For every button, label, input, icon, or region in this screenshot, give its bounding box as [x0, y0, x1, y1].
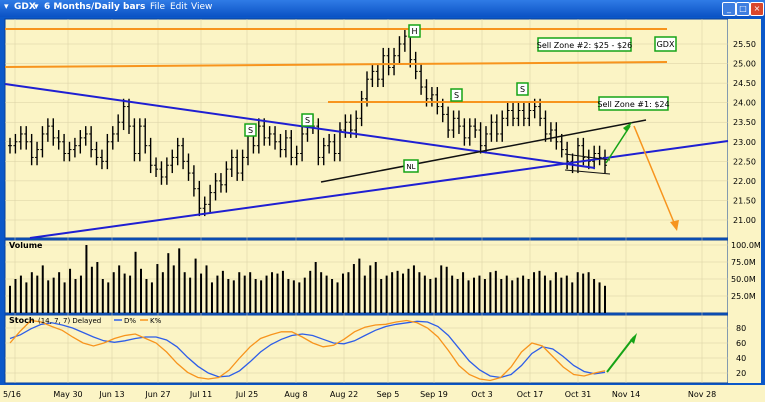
date-tick-label: Oct 31 — [565, 390, 592, 399]
price-tick-label: 23.00 — [733, 138, 756, 147]
svg-text:NL: NL — [406, 163, 415, 171]
green-up-arrow-head — [623, 122, 632, 132]
date-tick-label: Nov 14 — [612, 390, 640, 399]
gdx-chart: H S S S S NL Sell Zone #2: $25 - $26 Se — [0, 18, 765, 402]
price-tick-label: 24.00 — [733, 99, 756, 108]
symbol-tag: GDX — [654, 36, 677, 52]
price-tick-label: 25.50 — [733, 40, 756, 49]
blue-uptrend-line — [29, 140, 729, 239]
date-tick-label: Jun 13 — [98, 390, 124, 399]
close-button[interactable]: × — [750, 2, 764, 16]
stoch-green-arrow-head — [630, 333, 637, 344]
stoch-tick-label: 80 — [736, 324, 746, 333]
volume-tick-label: 25.0M — [731, 292, 756, 301]
svg-text:Sell Zone #1: $24: Sell Zone #1: $24 — [597, 100, 669, 109]
shoulder-marker: S — [450, 88, 463, 102]
shoulder-marker: S — [301, 113, 314, 127]
date-tick-label: Oct 17 — [517, 390, 544, 399]
wedge-lower-line — [564, 169, 611, 175]
svg-text:S: S — [305, 116, 310, 125]
neckline-label: NL — [403, 159, 419, 173]
stoch-tick-label: 40 — [736, 354, 746, 363]
date-tick-label: Jun 27 — [144, 390, 170, 399]
menu-view[interactable]: View — [191, 2, 213, 12]
timeframe-label[interactable]: 6 Months/Daily bars — [44, 2, 146, 12]
stoch-series-k — [9, 319, 606, 382]
date-axis-strip — [0, 385, 765, 402]
svg-text:H: H — [411, 27, 417, 36]
date-tick-label: Oct 3 — [471, 390, 492, 399]
volume-tick-label: 75.0M — [731, 258, 756, 267]
symbol-label[interactable]: GDX — [14, 2, 36, 12]
date-tick-label: Jul 11 — [189, 390, 212, 399]
orange-down-arrow-head — [670, 220, 679, 231]
green-up-arrow-line — [605, 125, 631, 164]
date-tick-label: May 30 — [53, 390, 82, 399]
price-tick-label: 25.00 — [733, 60, 756, 69]
date-tick-label: Aug 22 — [330, 390, 358, 399]
k-legend-label: K% — [150, 317, 162, 325]
shoulder-marker: S — [244, 123, 257, 137]
date-tick-label: Sep 19 — [420, 390, 448, 399]
volume-tick-label: 100.0M — [731, 241, 761, 250]
head-marker: H — [408, 24, 421, 38]
volume-label: Volume — [9, 241, 43, 250]
chart-menu-icon[interactable]: ▾ — [4, 2, 9, 12]
svg-text:S: S — [520, 85, 525, 94]
stoch-series-d — [9, 320, 606, 379]
title-bar: ▾ GDX ▾ 6 Months/Daily bars File Edit Vi… — [0, 0, 765, 17]
date-tick-label: 5/16 — [3, 390, 21, 399]
timeframe-dropdown-icon[interactable]: ▾ — [34, 2, 39, 12]
sell-zone-1-label: Sell Zone #1: $24 — [597, 96, 670, 111]
sell-zone-2-label: Sell Zone #2: $25 - $26 — [537, 37, 632, 52]
price-tick-label: 23.50 — [733, 118, 756, 127]
stoch-tick-label: 60 — [736, 339, 746, 348]
date-tick-label: Sep 5 — [377, 390, 400, 399]
orange-down-arrow-line — [633, 125, 676, 226]
price-tick-label: 22.00 — [733, 177, 756, 186]
price-tick-label: 21.50 — [733, 196, 756, 205]
svg-text:Sell Zone #2: $25 - $26: Sell Zone #2: $25 - $26 — [537, 41, 632, 50]
svg-text:GDX: GDX — [657, 40, 675, 49]
svg-text:S: S — [248, 126, 253, 135]
minimize-button[interactable]: _ — [722, 2, 736, 16]
price-tick-label: 22.50 — [733, 157, 756, 166]
stoch-params: (14, 7, 7) Delayed — [38, 317, 101, 325]
menu-edit[interactable]: Edit — [170, 2, 188, 12]
price-tick-label: 21.00 — [733, 216, 756, 225]
d-legend-label: D% — [124, 317, 136, 325]
date-tick-label: Nov 28 — [688, 390, 716, 399]
axis-strip — [728, 19, 761, 383]
stoch-label: Stoch — [9, 316, 35, 325]
date-tick-label: Jul 25 — [235, 390, 258, 399]
price-tick-label: 24.50 — [733, 79, 756, 88]
menu-file[interactable]: File — [150, 2, 166, 12]
stoch-tick-label: 20 — [736, 369, 746, 378]
stoch-green-arrow-line — [606, 336, 635, 373]
blue-downtrend-line — [4, 83, 596, 169]
shoulder-marker: S — [516, 82, 529, 96]
maximize-button[interactable]: □ — [736, 2, 750, 16]
wedge-upper-line — [564, 153, 611, 161]
svg-text:S: S — [454, 91, 459, 100]
date-tick-label: Aug 8 — [284, 390, 307, 399]
sell-zone-2-lower-line — [4, 61, 668, 68]
neckline — [320, 119, 647, 183]
price-panel — [4, 18, 729, 239]
volume-tick-label: 50.0M — [731, 275, 756, 284]
